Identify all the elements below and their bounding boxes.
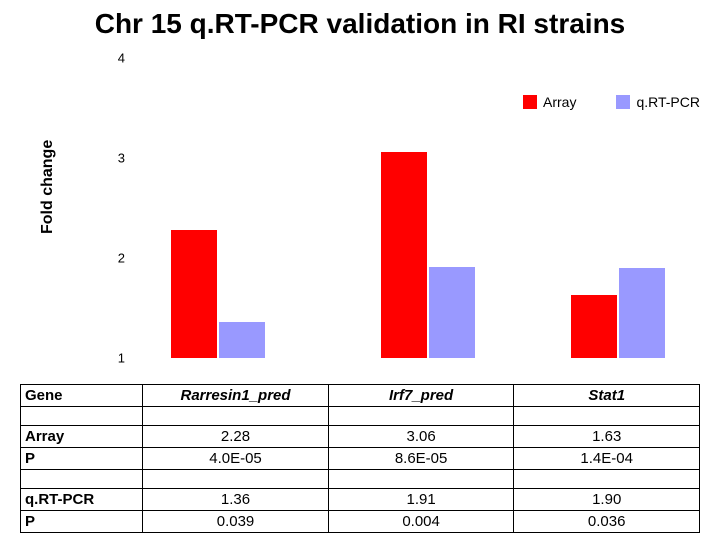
bar-qrtpcr-1 — [429, 267, 475, 358]
ytick-1: 1 — [103, 351, 125, 366]
p2-2: 0.036 — [514, 511, 700, 533]
ytick-4: 4 — [103, 51, 125, 66]
bar-qrtpcr-0 — [219, 322, 265, 358]
chart-plot-area: 4 3 2 1 — [130, 58, 690, 358]
page-root: Chr 15 q.RT-PCR validation in RI strains… — [0, 0, 720, 540]
gene-1: Irf7_pred — [328, 385, 514, 407]
data-table: Gene Rarresin1_pred Irf7_pred Stat1 Arra… — [20, 384, 700, 533]
bar-chart: Fold change Array q.RT-PCR 4 3 2 1 — [20, 58, 700, 378]
p1-1: 8.6E-05 — [328, 448, 514, 470]
qrtpcr-2: 1.90 — [514, 489, 700, 511]
table-row-p2: P 0.039 0.004 0.036 — [21, 511, 700, 533]
gene-0: Rarresin1_pred — [143, 385, 329, 407]
table-spacer-0 — [21, 407, 700, 426]
bar-group-2 — [571, 268, 665, 358]
data-table-wrap: Gene Rarresin1_pred Irf7_pred Stat1 Arra… — [20, 384, 700, 533]
array-1: 3.06 — [328, 426, 514, 448]
table-row-gene: Gene Rarresin1_pred Irf7_pred Stat1 — [21, 385, 700, 407]
table-row-qrtpcr: q.RT-PCR 1.36 1.91 1.90 — [21, 489, 700, 511]
page-title: Chr 15 q.RT-PCR validation in RI strains — [0, 0, 720, 40]
bar-group-0 — [171, 230, 265, 358]
bar-array-0 — [171, 230, 217, 358]
bar-array-2 — [571, 295, 617, 358]
array-2: 1.63 — [514, 426, 700, 448]
table-spacer-1 — [21, 470, 700, 489]
p1-0: 4.0E-05 — [143, 448, 329, 470]
rowhead-qrtpcr: q.RT-PCR — [21, 489, 143, 511]
bar-qrtpcr-2 — [619, 268, 665, 358]
rowhead-p1: P — [21, 448, 143, 470]
ytick-3: 3 — [103, 151, 125, 166]
table-row-p1: P 4.0E-05 8.6E-05 1.4E-04 — [21, 448, 700, 470]
y-axis-label: Fold change — [39, 140, 57, 234]
rowhead-p2: P — [21, 511, 143, 533]
bars-container — [131, 58, 690, 358]
p2-0: 0.039 — [143, 511, 329, 533]
rowhead-array: Array — [21, 426, 143, 448]
qrtpcr-1: 1.91 — [328, 489, 514, 511]
bar-array-1 — [381, 152, 427, 358]
p2-1: 0.004 — [328, 511, 514, 533]
table-row-array: Array 2.28 3.06 1.63 — [21, 426, 700, 448]
bar-group-1 — [381, 152, 475, 358]
ytick-2: 2 — [103, 251, 125, 266]
rowhead-gene: Gene — [21, 385, 143, 407]
array-0: 2.28 — [143, 426, 329, 448]
gene-2: Stat1 — [514, 385, 700, 407]
qrtpcr-0: 1.36 — [143, 489, 329, 511]
p1-2: 1.4E-04 — [514, 448, 700, 470]
